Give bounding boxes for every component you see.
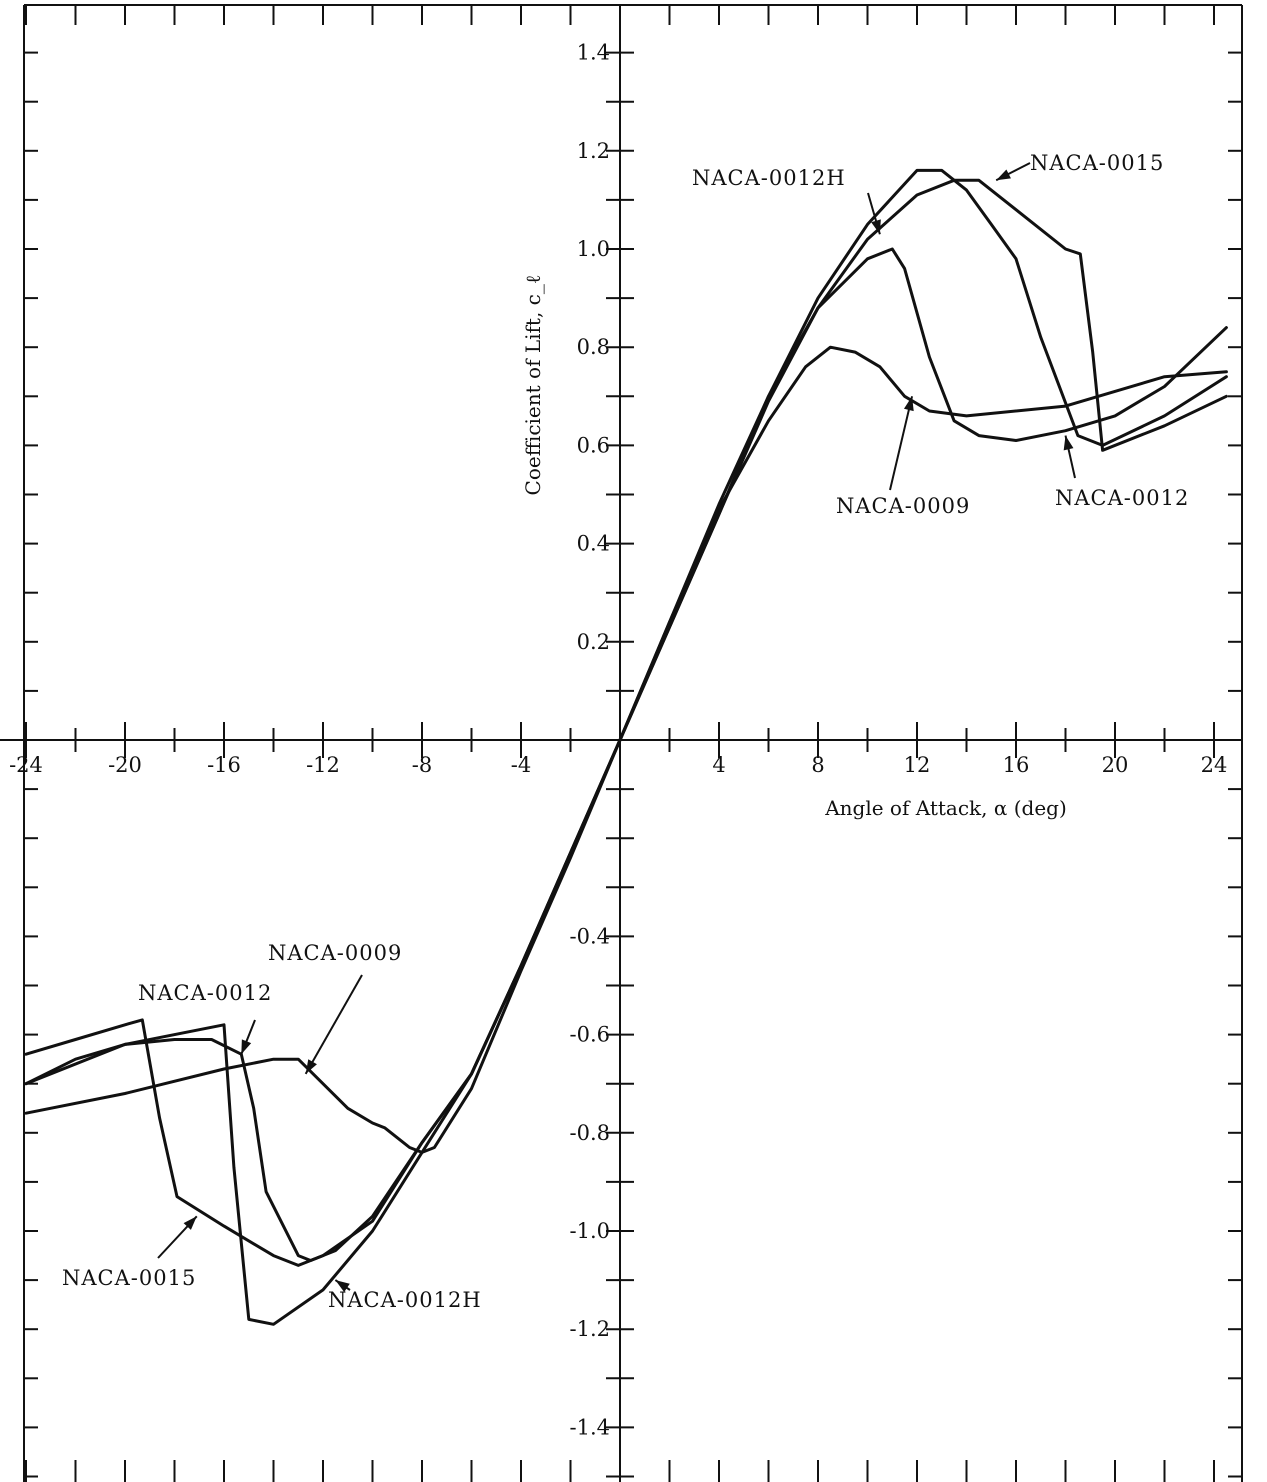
y-tick-label: 0.4	[577, 532, 610, 556]
callout-arrowhead	[1063, 435, 1074, 451]
y-axis-title: Coefficient of Lift, c_ℓ	[521, 275, 545, 496]
x-axis-title: Angle of Attack, α (deg)	[824, 796, 1067, 820]
callout-arrowhead	[241, 1039, 252, 1055]
curve-naca-0015	[24, 178, 1228, 1267]
y-tick-label: 1.0	[577, 237, 610, 261]
y-tick-label: -0.8	[570, 1121, 611, 1145]
callout-arrow-line	[889, 396, 914, 491]
x-tick-label: 4	[712, 753, 725, 777]
curve-naca-0012	[24, 247, 1228, 1262]
y-tick-label: -0.6	[570, 1023, 611, 1047]
callout-label: NACA-0009	[268, 941, 402, 965]
curve-naca-0012h	[24, 168, 1228, 1326]
x-tick-label: -20	[108, 753, 142, 777]
callout-label: NACA-0012H	[328, 1288, 482, 1312]
x-tick-label: 20	[1102, 753, 1129, 777]
x-tick-label: -4	[511, 753, 531, 777]
tick-labels: -24 -20 -16 -12 -8 -4 4 8 12 16 20 24 1.4 1.2 1.0 0.8 0.…	[9, 41, 1227, 1440]
callout-arrowhead	[996, 169, 1011, 181]
callout-arrow-line	[304, 974, 363, 1075]
callout-label: NACA-0012	[138, 981, 272, 1005]
callout-arrowhead	[305, 1059, 317, 1074]
callout-label: NACA-0015	[1030, 151, 1164, 175]
y-tick-label: 1.2	[577, 139, 610, 163]
x-tick-label: -8	[412, 753, 432, 777]
y-tick-label: -0.4	[570, 924, 611, 948]
x-tick-label: -16	[207, 753, 241, 777]
y-tick-label: -1.2	[570, 1317, 611, 1341]
x-tick-label: 8	[811, 753, 824, 777]
y-tick-label: 1.4	[577, 41, 610, 65]
x-tick-label: -24	[9, 753, 43, 777]
callout-label: NACA-0009	[836, 494, 970, 518]
y-tick-label: 0.2	[577, 630, 610, 654]
y-tick-label: 0.8	[577, 335, 610, 359]
axis-ticks	[24, 5, 1242, 1482]
series-callouts: NACA-0012H NACA-0015 NACA-0009 NACA-0012 NAC…	[62, 151, 1189, 1312]
callout-arrowhead	[335, 1280, 350, 1293]
y-tick-label: -1.0	[570, 1219, 611, 1243]
curve-naca-0009	[24, 345, 1228, 1154]
x-tick-label: 12	[904, 753, 931, 777]
callout-label: NACA-0012	[1055, 486, 1189, 510]
x-tick-label: 24	[1201, 753, 1228, 777]
callout-label: NACA-0015	[62, 1266, 196, 1290]
series-curves	[24, 168, 1228, 1326]
x-tick-label: 16	[1003, 753, 1030, 777]
callout-label: NACA-0012H	[692, 166, 846, 190]
callout-arrowhead	[183, 1216, 197, 1230]
x-tick-label: -12	[306, 753, 340, 777]
callout-arrowhead	[871, 219, 881, 235]
y-tick-label: -1.4	[570, 1415, 611, 1439]
callout-arrowhead	[903, 396, 914, 412]
y-tick-label: 0.6	[577, 433, 610, 457]
